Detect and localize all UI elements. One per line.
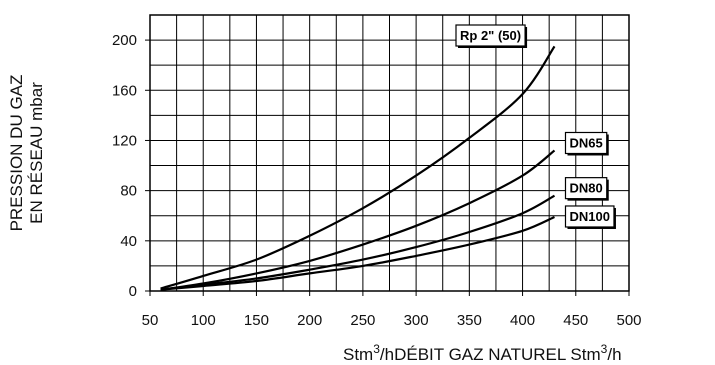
- series-label: DN65: [564, 131, 609, 156]
- x-tick-label: 100: [191, 312, 216, 329]
- y-axis-title-line-1: PRESSION DU GAZ: [7, 75, 26, 232]
- x-axis-title: Stm3/hDÉBIT GAZ NATUREL Stm3/h: [343, 342, 622, 364]
- x-axis-title-part: /hDÉBIT GAZ NATUREL Stm: [380, 345, 601, 364]
- series-label-text: Rp 2" (50): [460, 28, 521, 43]
- series-label: Rp 2" (50): [455, 24, 528, 48]
- y-tick-label: 80: [120, 183, 137, 200]
- y-tick-label: 120: [112, 132, 137, 149]
- x-tick-label: 400: [510, 312, 535, 329]
- x-tick-label: 300: [404, 312, 429, 329]
- series-label-box: [455, 24, 526, 47]
- x-axis-title-superscript: 3: [373, 342, 380, 356]
- x-tick-label: 250: [350, 312, 375, 329]
- grid: [150, 15, 629, 291]
- series-label-box: [564, 205, 615, 228]
- series-label: DN80: [564, 177, 609, 201]
- x-axis-title-part: Stm: [343, 345, 373, 364]
- axis-ticks: 50 100 150 200 250 300 350 400 450 500 0 40 80 120 160…: [112, 32, 642, 329]
- series-line: [160, 149, 556, 291]
- x-axis-title-part: /h: [607, 345, 621, 364]
- plot-frame: [149, 14, 630, 292]
- series-line: [160, 194, 556, 291]
- series-line: [160, 215, 555, 291]
- y-axis-title-line-2: EN RÉSEAU mbar: [27, 82, 46, 224]
- series-label-box: [564, 131, 608, 155]
- y-tick-label: 0: [129, 283, 137, 300]
- x-tick-label: 450: [563, 312, 588, 329]
- series-label-text: DN100: [569, 209, 609, 224]
- series-lines: [160, 45, 556, 291]
- series-labels: Rp 2" (50) DN65 DN80 DN100: [455, 24, 616, 229]
- x-tick-label: 350: [457, 312, 482, 329]
- series-line: [160, 45, 556, 290]
- x-tick-label: 50: [142, 312, 159, 329]
- y-tick-label: 160: [112, 82, 137, 99]
- x-tick-label: 200: [297, 312, 322, 329]
- y-tick-label: 200: [112, 32, 137, 49]
- x-tick-label: 150: [244, 312, 269, 329]
- series-label-text: DN65: [569, 135, 602, 150]
- y-tick-label: 40: [120, 233, 137, 250]
- series-label: DN100: [564, 205, 616, 229]
- series-label-text: DN80: [569, 181, 602, 196]
- x-tick-label: 500: [616, 312, 641, 329]
- series-label-box: [564, 177, 608, 200]
- x-axis-title-superscript: 3: [601, 342, 608, 356]
